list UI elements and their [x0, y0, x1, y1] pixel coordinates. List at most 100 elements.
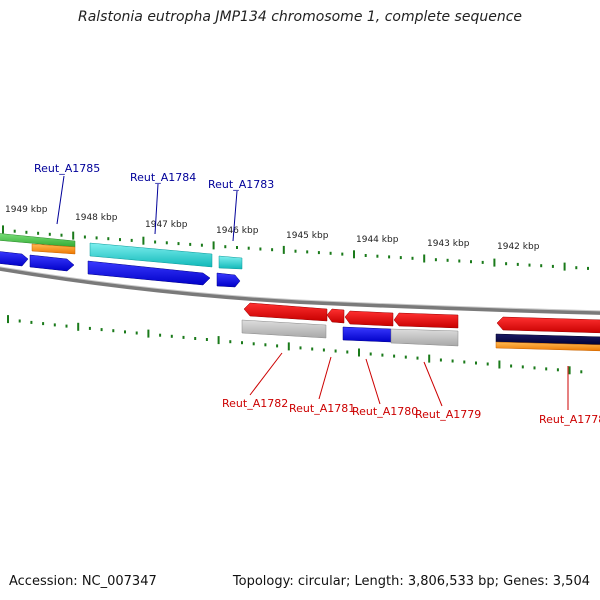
scale-major-tick: [353, 250, 355, 259]
chromosome-backbone-highlight: [0, 266, 600, 312]
scale-minor-tick: [439, 358, 442, 362]
genome-summary-text: Topology: circular; Length: 3,806,533 bp…: [232, 574, 590, 589]
upper-leader-lines: [56, 175, 238, 242]
gene-arrow-blue-3[interactable]: [87, 260, 211, 286]
scale-minor-tick: [53, 323, 56, 327]
gene-arrow-blue-4[interactable]: [216, 272, 241, 288]
scale-minor-tick: [545, 367, 548, 371]
upper-strand-genes: [0, 233, 243, 288]
gene-arrow-red-a1782[interactable]: [243, 302, 328, 322]
gene-label-a1783[interactable]: Reut_A1783: [208, 178, 274, 191]
scale-minor-tick: [393, 354, 396, 358]
gene-block-blue-lower[interactable]: [342, 326, 392, 343]
scale-minor-tick: [48, 232, 51, 236]
scale-major-tick: [563, 262, 566, 271]
gene-arrow-red-a1781[interactable]: [326, 308, 345, 324]
scale-minor-tick: [505, 262, 508, 266]
scale-label-1947: 1947 kbp: [145, 220, 188, 230]
upper-scale: [2, 225, 589, 271]
gene-block-orange[interactable]: [31, 243, 76, 255]
scale-minor-tick: [311, 347, 314, 351]
scale-major-tick: [2, 225, 4, 234]
scale-minor-tick: [521, 365, 524, 369]
scale-minor-tick: [259, 247, 262, 251]
scale-minor-tick: [194, 337, 197, 340]
scale-major-tick: [72, 231, 75, 240]
scale-minor-tick: [446, 258, 449, 262]
gene-arrow-blue-2[interactable]: [29, 254, 75, 272]
scale-minor-tick: [306, 250, 309, 254]
scale-minor-tick: [165, 241, 168, 245]
lower-leader-lines: [249, 352, 569, 410]
scale-minor-tick: [516, 262, 519, 266]
leader-line-a1783: [232, 190, 238, 242]
scale-minor-tick: [486, 362, 489, 366]
scale-minor-tick: [470, 260, 472, 264]
scale-label-1942: 1942 kbp: [497, 242, 540, 252]
scale-minor-tick: [88, 326, 91, 330]
scale-label-1945: 1945 kbp: [286, 231, 329, 241]
scale-major-tick: [142, 236, 145, 245]
gene-arrow-blue-1[interactable]: [0, 251, 29, 267]
scale-minor-tick: [224, 245, 227, 249]
scale-minor-tick: [135, 331, 138, 335]
scale-minor-tick: [189, 242, 192, 246]
scale-major-tick: [282, 245, 285, 254]
gene-label-a1781[interactable]: Reut_A1781: [289, 402, 355, 415]
scale-minor-tick: [236, 246, 238, 249]
gene-label-a1785[interactable]: Reut_A1785: [34, 162, 100, 175]
leader-line-a1785: [56, 175, 65, 225]
scale-major-tick: [358, 348, 360, 357]
gene-arrow-red-a1779[interactable]: [393, 312, 459, 329]
scale-minor-tick: [205, 338, 208, 341]
gene-block-cyan-a1784[interactable]: [89, 242, 213, 268]
scale-minor-tick: [229, 340, 232, 344]
scale-minor-tick: [65, 324, 68, 328]
scale-minor-tick: [119, 238, 121, 242]
scale-minor-tick: [30, 320, 33, 324]
gene-label-a1778[interactable]: Reut_A1778: [539, 413, 600, 426]
gene-block-gray-1[interactable]: [241, 319, 327, 339]
scale-minor-tick: [369, 352, 372, 356]
gene-block-cyan-a1783[interactable]: [218, 255, 243, 270]
leader-line-a1782: [249, 352, 283, 396]
scale-minor-tick: [551, 264, 554, 268]
scale-minor-tick: [329, 251, 332, 255]
scale-minor-tick: [510, 364, 513, 368]
scale-minor-tick: [154, 240, 157, 244]
scale-label-1944: 1944 kbp: [356, 235, 399, 245]
scale-minor-tick: [411, 256, 414, 260]
gene-label-a1782[interactable]: Reut_A1782: [222, 397, 288, 410]
gene-block-navy[interactable]: [495, 333, 600, 346]
scale-major-tick: [212, 241, 215, 250]
scale-minor-tick: [177, 242, 180, 246]
gene-label-a1784[interactable]: Reut_A1784: [130, 171, 196, 184]
gene-arrow-red-a1780[interactable]: [344, 310, 394, 327]
gene-block-orange-lower[interactable]: [495, 341, 600, 352]
scale-minor-tick: [60, 233, 63, 237]
scale-minor-tick: [100, 328, 103, 332]
scale-major-tick: [423, 254, 426, 263]
scale-minor-tick: [159, 333, 162, 337]
map-title: Ralstonia eutropha JMP134 chromosome 1, …: [77, 9, 522, 25]
scale-minor-tick: [83, 235, 86, 239]
scale-minor-tick: [299, 346, 302, 350]
scale-minor-tick: [475, 361, 477, 365]
scale-minor-tick: [112, 329, 115, 333]
scale-labels: 1949 kbp 1948 kbp 1947 kbp 1946 kbp 1945…: [5, 205, 540, 252]
gene-block-gray-2[interactable]: [390, 328, 459, 347]
leader-line-a1781: [318, 356, 332, 400]
scale-minor-tick: [451, 359, 454, 363]
scale-minor-tick: [458, 259, 461, 263]
scale-label-1949: 1949 kbp: [5, 205, 48, 215]
scale-minor-tick: [463, 360, 466, 364]
gene-arrow-red-a1778[interactable]: [496, 316, 600, 334]
scale-minor-tick: [575, 266, 578, 270]
gene-label-a1780[interactable]: Reut_A1780: [352, 405, 418, 418]
scale-minor-tick: [294, 249, 297, 253]
scale-minor-tick: [25, 230, 28, 234]
scale-minor-tick: [317, 251, 320, 255]
scale-label-1948: 1948 kbp: [75, 213, 118, 223]
gene-label-a1779[interactable]: Reut_A1779: [415, 408, 481, 421]
